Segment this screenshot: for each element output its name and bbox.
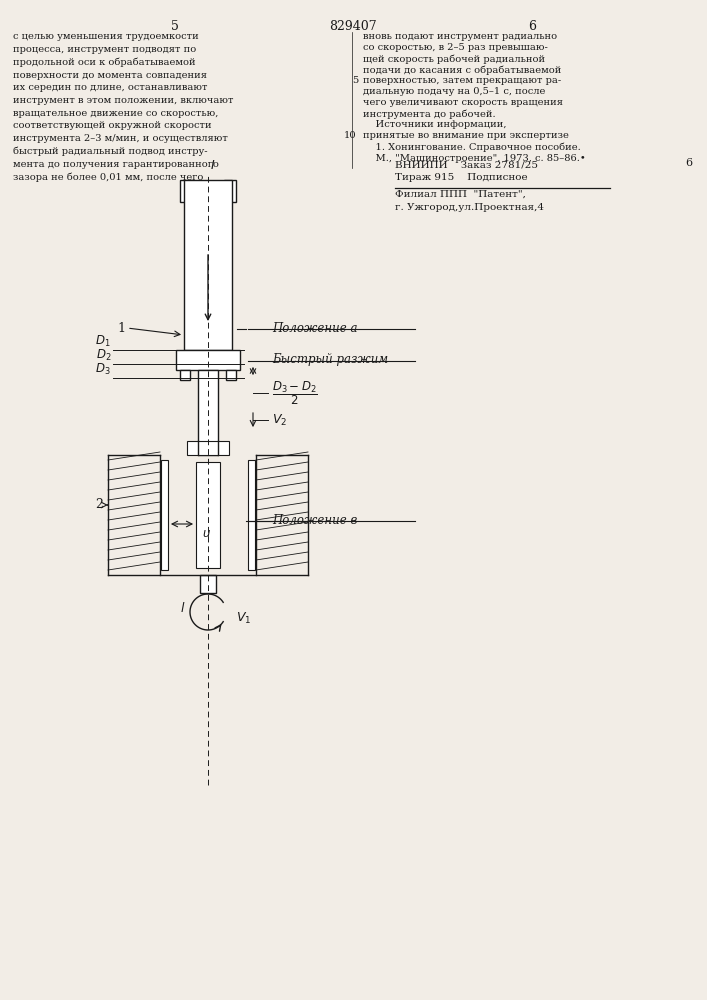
Text: $V_1$: $V_1$: [236, 610, 251, 626]
Bar: [161, 460, 168, 570]
Text: $V_2$: $V_2$: [272, 412, 287, 428]
Text: 2: 2: [95, 498, 103, 512]
Text: Тираж 915    Подписное: Тираж 915 Подписное: [395, 173, 527, 182]
Text: диальную подачу на 0,5–1 с, после: диальную подачу на 0,5–1 с, после: [363, 87, 545, 96]
Text: щей скорость рабочей радиальной: щей скорость рабочей радиальной: [363, 54, 545, 64]
Text: 1: 1: [117, 322, 125, 334]
Text: Филиал ППП  "Патент",: Филиал ППП "Патент",: [395, 190, 526, 199]
Text: ВНИИПИ    Заказ 2781/25: ВНИИПИ Заказ 2781/25: [395, 160, 538, 169]
Bar: [226, 370, 236, 380]
Text: $I$: $I$: [210, 159, 216, 172]
Text: Положение а: Положение а: [272, 322, 358, 334]
Text: подачи до касания с обрабатываемой: подачи до касания с обрабатываемой: [363, 65, 561, 75]
Bar: [196, 462, 220, 568]
Text: принятые во внимание при экспертизе: принятые во внимание при экспертизе: [363, 131, 569, 140]
Text: $D_2$: $D_2$: [95, 348, 111, 363]
Text: Быстрый разжим: Быстрый разжим: [272, 354, 388, 366]
Text: 6: 6: [685, 158, 692, 168]
Bar: [187, 441, 229, 455]
Bar: [180, 180, 192, 202]
Bar: [198, 370, 218, 455]
Text: Положение в: Положение в: [272, 514, 357, 526]
Text: инструмента до рабочей.: инструмента до рабочей.: [363, 109, 496, 119]
Text: Источники информации,: Источники информации,: [363, 120, 506, 129]
Text: $l$: $l$: [180, 601, 186, 615]
Text: 1. Хонингование. Справочное пособие.: 1. Хонингование. Справочное пособие.: [363, 142, 580, 152]
Text: 829407: 829407: [329, 20, 377, 33]
Text: 10: 10: [344, 131, 356, 140]
Text: 6: 6: [528, 20, 536, 33]
Text: поверхностью, затем прекращают ра-: поверхностью, затем прекращают ра-: [363, 76, 561, 85]
Bar: [184, 180, 232, 350]
Bar: [176, 350, 240, 370]
Bar: [200, 575, 216, 593]
Bar: [248, 460, 255, 570]
Text: $\dfrac{D_3-D_2}{2}$: $\dfrac{D_3-D_2}{2}$: [272, 379, 317, 407]
Bar: [224, 180, 236, 202]
Text: 5: 5: [171, 20, 179, 33]
Text: чего увеличивают скорость вращения: чего увеличивают скорость вращения: [363, 98, 563, 107]
Text: М., "Машиностроение", 1973, с. 85–86.•: М., "Машиностроение", 1973, с. 85–86.•: [363, 154, 586, 163]
Text: с целью уменьшения трудоемкости
процесса, инструмент подводят по
продольной оси : с целью уменьшения трудоемкости процесса…: [13, 32, 233, 182]
Text: $u$: $u$: [201, 527, 211, 540]
Text: 5: 5: [352, 76, 358, 85]
Text: со скоростью, в 2–5 раз превышаю-: со скоростью, в 2–5 раз превышаю-: [363, 43, 548, 52]
Text: вновь подают инструмент радиально: вновь подают инструмент радиально: [363, 32, 557, 41]
Text: $D_3$: $D_3$: [95, 362, 111, 377]
Bar: [180, 370, 190, 380]
Text: г. Ужгород,ул.Проектная,4: г. Ужгород,ул.Проектная,4: [395, 203, 544, 212]
Text: $D_1$: $D_1$: [95, 334, 111, 349]
